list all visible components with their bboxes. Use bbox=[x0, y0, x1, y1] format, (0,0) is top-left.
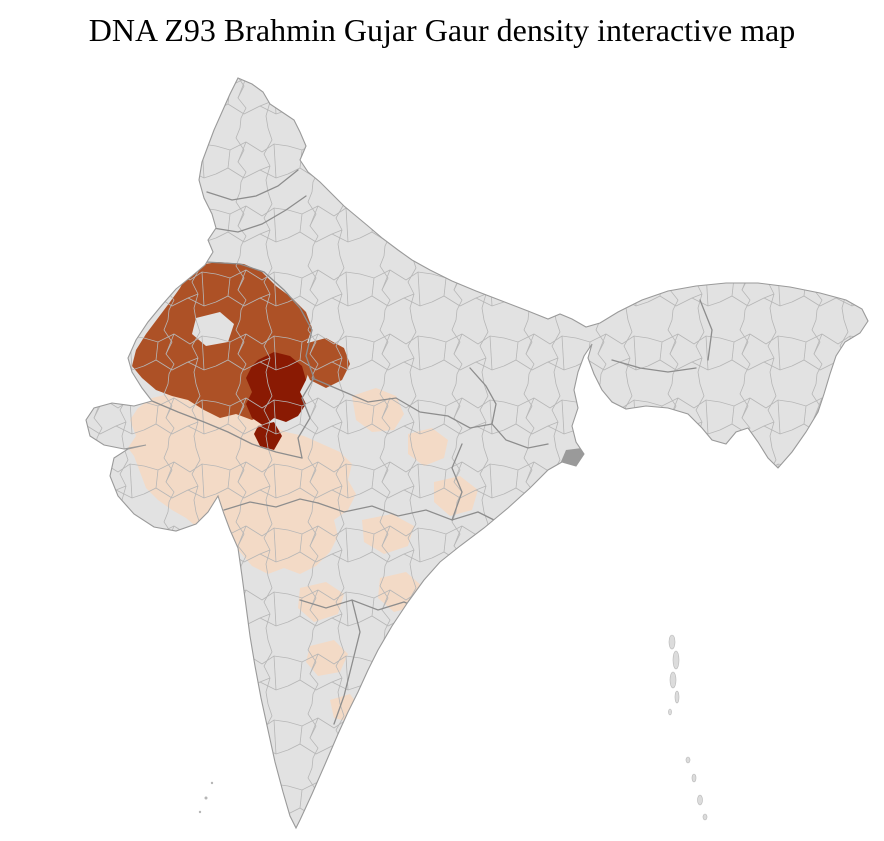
andaman-nicobar-islands[interactable] bbox=[668, 634, 708, 821]
page-title: DNA Z93 Brahmin Gujar Gaur density inter… bbox=[88, 12, 796, 48]
lakshadweep-islands bbox=[198, 781, 214, 814]
